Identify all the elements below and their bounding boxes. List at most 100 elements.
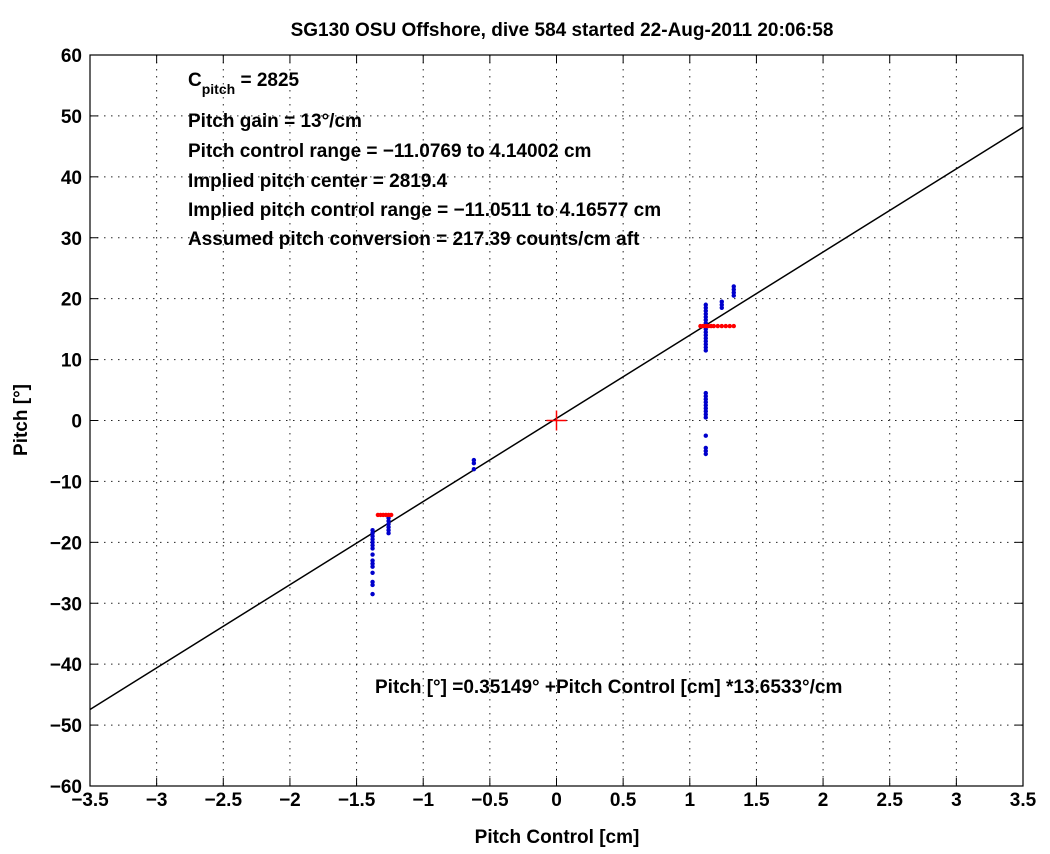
pitch-control-range-annotation: Pitch control range = −11.0769 to 4.1400…: [188, 141, 591, 162]
data-point: [715, 323, 720, 329]
cpitch-value: = 2825: [235, 70, 299, 91]
data-point: [727, 323, 732, 329]
y-tick-label: −40: [50, 655, 82, 676]
data-point: [370, 530, 375, 536]
data-point: [370, 558, 375, 563]
data-layer: [89, 126, 1024, 711]
x-tick-label: 2.5: [877, 790, 904, 811]
y-tick-label: −10: [50, 472, 82, 493]
data-point: [386, 518, 391, 524]
data-point: [471, 457, 477, 463]
x-tick-label: 0: [551, 790, 562, 811]
data-point: [370, 537, 375, 542]
x-tick-label: −0.5: [471, 790, 509, 811]
data-point: [370, 564, 375, 569]
data-point: [703, 409, 708, 414]
data-point: [370, 552, 375, 557]
y-tick-label: −20: [50, 533, 82, 554]
data-point: [703, 317, 708, 323]
y-axis-label: Pitch [°]: [11, 384, 32, 456]
data-point: [719, 299, 724, 304]
data-point: [703, 415, 708, 420]
data-point: [703, 339, 708, 344]
y-tick-label: 30: [61, 229, 82, 250]
data-point: [731, 284, 736, 289]
data-point: [703, 393, 708, 399]
x-tick-label: 1.5: [743, 790, 770, 811]
x-tick-label: −2: [279, 790, 301, 811]
data-point: [471, 467, 477, 472]
data-point: [370, 534, 375, 539]
y-tick-label: 50: [61, 107, 82, 128]
x-tick-label: −1: [412, 790, 434, 811]
data-point: [386, 524, 391, 530]
data-point: [703, 412, 708, 417]
x-tick-label: −1.5: [338, 790, 376, 811]
data-point: [370, 570, 375, 575]
data-point: [703, 433, 708, 438]
chart-title: SG130 OSU Offshore, dive 584 started 22-…: [291, 20, 834, 41]
data-point: [703, 308, 708, 314]
data-point: [703, 348, 708, 353]
data-point: [703, 311, 708, 317]
data-point: [370, 543, 375, 548]
data-point: [703, 314, 708, 320]
x-tick-label: 2: [818, 790, 829, 811]
y-tick-label: −50: [50, 716, 82, 737]
data-point: [703, 403, 708, 408]
data-point: [719, 302, 724, 307]
data-point: [719, 323, 724, 329]
data-point: [370, 582, 375, 588]
cpitch-main: C: [188, 70, 202, 91]
data-point: [719, 305, 724, 311]
data-point: [703, 342, 708, 347]
y-tick-label: −30: [50, 594, 82, 615]
grid-layer: [90, 55, 1023, 786]
data-point: [386, 521, 391, 527]
data-point: [386, 527, 391, 533]
data-point: [703, 305, 708, 311]
y-tick-label: 40: [61, 168, 82, 189]
x-tick-label: 1: [684, 790, 695, 811]
data-point: [731, 290, 736, 295]
data-point: [386, 530, 391, 536]
data-point: [370, 546, 375, 551]
x-tick-label: −3: [146, 790, 168, 811]
data-point: [370, 561, 375, 566]
data-point: [711, 323, 716, 329]
data-point: [703, 320, 708, 326]
cpitch-annotation: Cpitch = 2825: [188, 70, 300, 97]
implied-pitch-range-annotation: Implied pitch control range = −11.0511 t…: [188, 200, 661, 221]
data-point: [731, 287, 736, 292]
data-point: [731, 293, 736, 298]
data-point: [703, 445, 708, 451]
x-tick-label: 3: [951, 790, 962, 811]
x-axis-label: Pitch Control [cm]: [475, 827, 640, 848]
data-point: [731, 323, 736, 329]
x-tick-label: 3.5: [1010, 790, 1037, 811]
pitch-gain-annotation: Pitch gain = 13°/cm: [188, 111, 362, 132]
x-tick-label: −3.5: [71, 790, 109, 811]
x-tick-label: 0.5: [610, 790, 637, 811]
y-tick-label: 60: [61, 46, 82, 67]
cpitch-sub: pitch: [202, 81, 235, 97]
fit-equation-annotation: Pitch [°] =0.35149° +Pitch Control [cm] …: [375, 677, 842, 698]
data-point: [703, 333, 708, 338]
pitch-conversion-annotation: Assumed pitch conversion = 217.39 counts…: [188, 229, 640, 250]
y-tick-label: −60: [50, 777, 82, 798]
data-point: [370, 540, 375, 545]
center-marker: [546, 410, 567, 431]
y-tick-label: 0: [71, 412, 82, 433]
data-point: [703, 448, 708, 454]
data-point: [703, 406, 708, 411]
data-point: [703, 396, 708, 402]
data-point: [370, 591, 375, 597]
tick-layer: −3.5 −3 −2.5 −2 −1.5 −1 −0.5 0 0.5 1 1.5 2 2.5 3 3.5 −6…: [50, 46, 1037, 811]
data-point: [703, 329, 708, 335]
annotation-block: Cpitch = 2825 Pitch gain = 13°/cm Pitch …: [188, 70, 842, 698]
y-tick-label: 20: [61, 290, 82, 311]
data-point: [703, 326, 708, 332]
data-point: [703, 302, 708, 307]
y-tick-label: 10: [61, 351, 82, 372]
